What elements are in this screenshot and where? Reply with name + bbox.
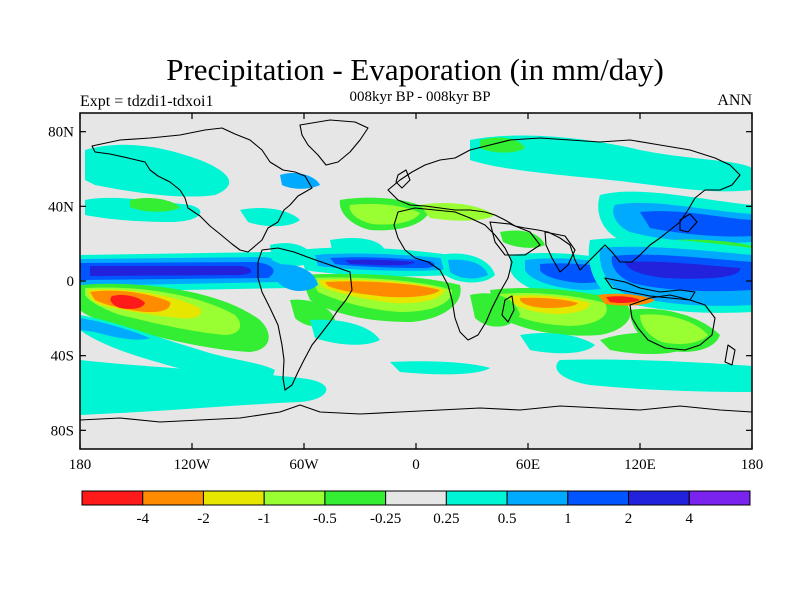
coastlines [80,119,752,423]
lon-tick-label: 120E [624,457,656,473]
coastline-south-america [257,247,353,391]
map-title: Precipitation - Evaporation (in mm/day) [166,52,664,87]
contour-sp-south-lightblue [80,318,150,340]
longitude-axis: 180 120W 60W 0 60E 120E 180 [69,113,764,473]
coastline-japan [679,213,698,233]
latitude-axis: 80N 40N 0 40S 80S [48,125,752,439]
contour-sp-dry-red [110,294,145,309]
contour-africa-lightblue [448,259,488,279]
contour-n-atlantic-cyan [330,238,385,254]
contour-australia-lightgreen [640,314,708,344]
colorbar-swatch [324,490,387,506]
colorbar: -4 -2 -1 -0.5 -0.25 0.25 0.5 1 2 4 [81,490,751,527]
colorbar-swatch [445,490,508,506]
colorbar-label: 2 [625,511,633,527]
lat-tick-label: 80N [48,125,74,141]
colorbar-label: 4 [686,511,694,527]
lat-tick-label: 40N [48,199,74,215]
contour-amazon-lightblue [275,264,318,292]
colorbar-label: 1 [564,511,572,527]
contour-north-pacific-cyan [470,135,752,192]
colorbar-label: -0.5 [313,511,337,527]
contour-field [80,135,752,415]
colorbar-swatch [202,490,265,506]
coastline-new-zealand [724,344,736,366]
coastline-eurasia [387,137,741,271]
lon-tick-label: 60E [516,457,540,473]
contour-itcz-east-pacific-darkblue [90,266,252,276]
colorbar-label: -4 [136,511,149,527]
contour-southern-ocean-cyan-3 [390,361,490,375]
contour-maritime-darkblue [625,261,741,279]
coastline-uk [395,169,411,189]
contour-north-green-2 [130,197,180,212]
contour-maritime-red [606,296,640,304]
contour-north-atlantic-cyan [85,144,230,197]
colorbar-label: 0.5 [498,511,517,527]
contour-indian-dry-orange [520,297,578,308]
lat-tick-label: 0 [67,274,75,290]
lat-tick-label: 40S [51,349,74,365]
colorbar-swatch [628,490,690,506]
season-label: ANN [717,92,752,109]
colorbar-label: -1 [258,511,271,527]
contour-n-atlantic-lightgreen [349,203,420,225]
lon-tick-label: 0 [412,457,420,473]
coastline-madagascar [501,295,515,323]
coastline-australia [629,294,716,351]
coastline-north-america [91,127,313,253]
contour-atlantic-dry-orange [325,281,440,298]
period-label: 008kyr BP - 008kyr BP [349,89,491,105]
colorbar-swatch [81,490,144,506]
colorbar-swatch [263,490,326,506]
experiment-label: Expt = tdzdi1-tdxoi1 [80,93,214,110]
coastline-antarctica [80,404,752,423]
coastline-arabia [489,221,541,256]
colorbar-swatch [567,490,630,506]
coastline-africa [393,207,513,341]
colorbar-label: -2 [197,511,210,527]
colorbar-swatch [506,490,569,506]
colorbar-swatch [385,490,447,506]
lat-tick-label: 80S [51,423,74,439]
lon-tick-label: 120W [174,457,212,473]
lon-tick-label: 180 [741,457,764,473]
lon-tick-label: 60W [289,457,319,473]
coastline-india [544,231,576,273]
coastline-indonesia [604,277,696,301]
coastline-greenland [299,119,369,166]
colorbar-label: -0.25 [370,511,401,527]
contour-arabia-green [500,230,545,248]
contour-southern-ocean-cyan [80,360,327,415]
contour-s-indian-cyan [520,333,595,354]
contour-gulf-cyan [240,208,300,227]
contour-atlantic-darkblue [345,259,415,266]
contour-north-green-1 [480,137,525,153]
contour-southern-ocean-cyan-2 [556,359,752,392]
contour-africa-green [470,293,520,327]
colorbar-swatch [688,490,751,506]
colorbar-label: 0.25 [433,511,459,527]
lon-tick-label: 180 [69,457,92,473]
colorbar-swatch [142,490,204,506]
